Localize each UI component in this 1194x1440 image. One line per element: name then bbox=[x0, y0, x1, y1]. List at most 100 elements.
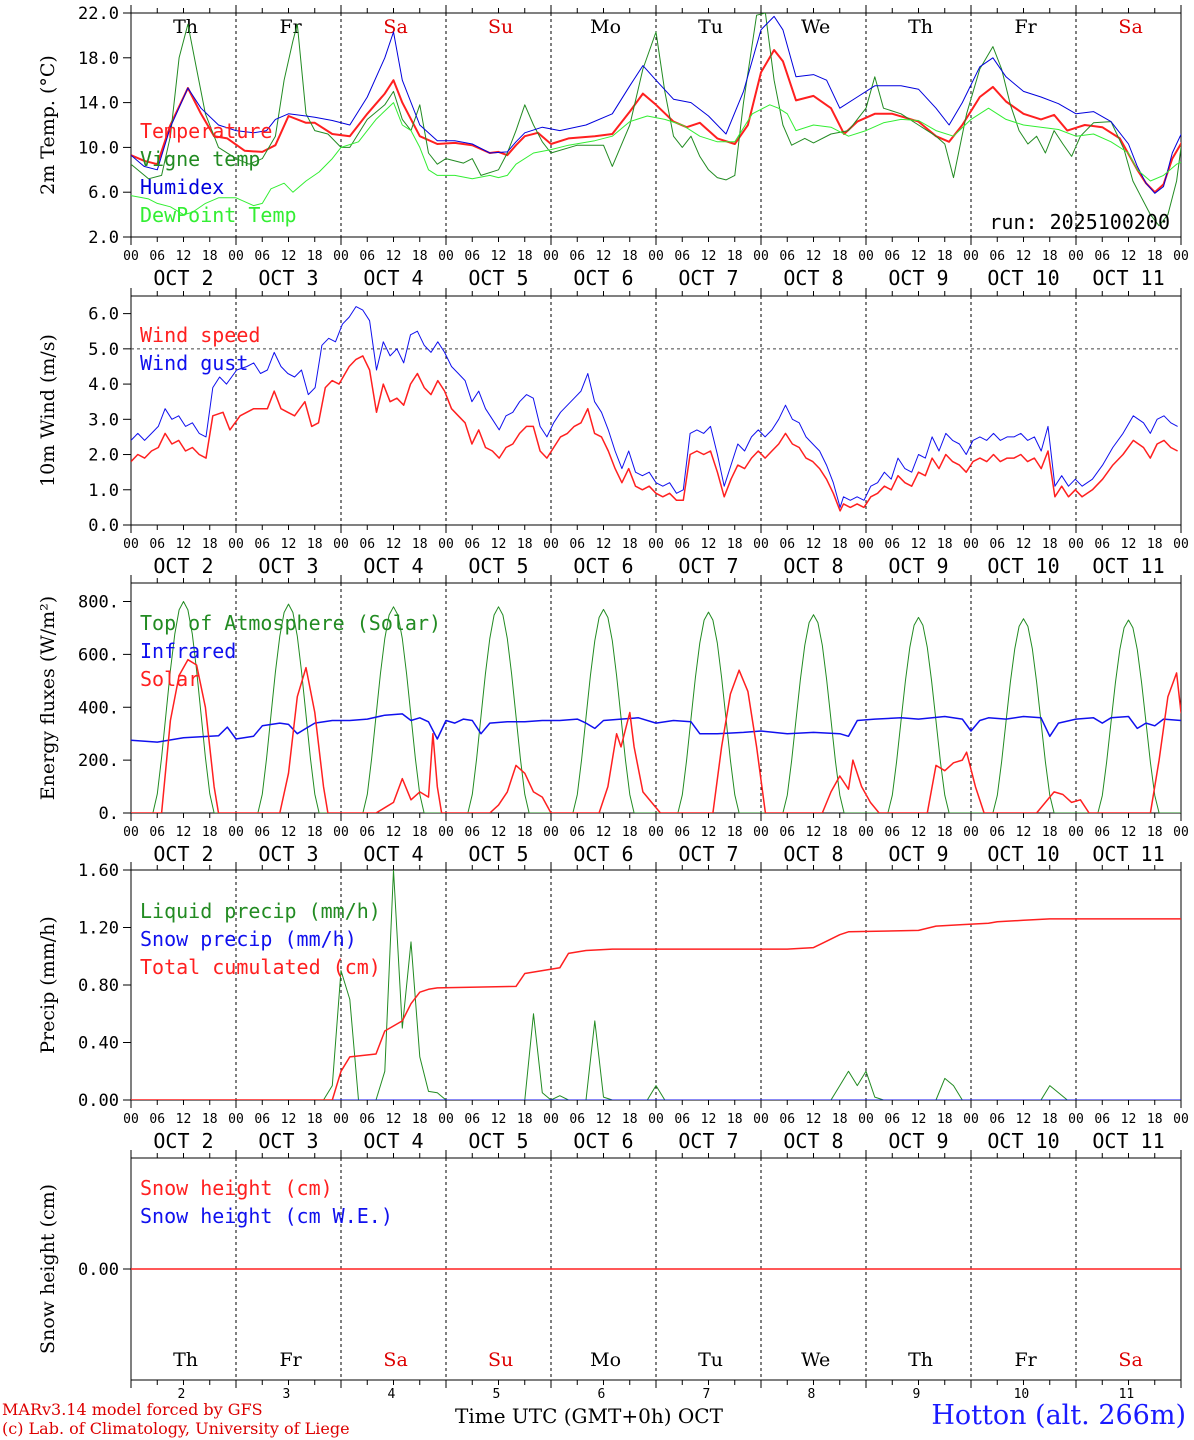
day-label: OCT 9 bbox=[888, 842, 948, 866]
day-label: OCT 2 bbox=[153, 842, 213, 866]
hour-tick-label: 06 bbox=[1094, 825, 1110, 840]
hour-tick-label: 18 bbox=[727, 249, 743, 264]
hour-tick-label: 12 bbox=[1016, 537, 1032, 552]
hour-tick-label: 18 bbox=[202, 1112, 218, 1127]
hour-tick-label: 00 bbox=[753, 825, 769, 840]
day-label: OCT 10 bbox=[987, 554, 1059, 578]
hour-tick-label: 00 bbox=[228, 1112, 244, 1127]
hour-tick-label: 12 bbox=[806, 249, 822, 264]
hour-tick-label: 06 bbox=[149, 249, 165, 264]
hour-tick-label: 18 bbox=[1147, 537, 1163, 552]
hour-tick-label: 06 bbox=[1094, 1112, 1110, 1127]
legend-entry: Total cumulated (cm) bbox=[140, 955, 381, 979]
hour-tick-label: 12 bbox=[491, 1112, 507, 1127]
hour-tick-label: 06 bbox=[254, 537, 270, 552]
hour-tick-label: 00 bbox=[543, 1112, 559, 1127]
hour-tick-label: 00 bbox=[963, 1112, 979, 1127]
hour-tick-label: 00 bbox=[333, 1112, 349, 1127]
hour-tick-label: 00 bbox=[1173, 825, 1189, 840]
series-line-dewpoint-temp bbox=[131, 102, 1181, 216]
hour-tick-label: 18 bbox=[622, 249, 638, 264]
hour-tick-label: 00 bbox=[753, 1112, 769, 1127]
hour-tick-label: 18 bbox=[517, 537, 533, 552]
hour-tick-label: 12 bbox=[176, 249, 192, 264]
series-line-vigne-temp bbox=[131, 13, 1181, 227]
day-label: OCT 7 bbox=[678, 554, 738, 578]
day-label: OCT 4 bbox=[363, 554, 423, 578]
day-label: OCT 6 bbox=[573, 554, 633, 578]
day-label: OCT 3 bbox=[258, 554, 318, 578]
hour-tick-label: 12 bbox=[701, 825, 717, 840]
hour-tick-label: 12 bbox=[1121, 537, 1137, 552]
day-label: OCT 6 bbox=[573, 266, 633, 290]
hour-tick-label: 18 bbox=[307, 1112, 323, 1127]
credit-model: MARv3.14 model forced by GFS bbox=[2, 1400, 263, 1419]
hour-tick-label: 06 bbox=[884, 825, 900, 840]
hour-tick-label: 12 bbox=[491, 249, 507, 264]
day-number-label: 6 bbox=[597, 1387, 605, 1402]
y-tick-label: 14.0 bbox=[78, 94, 119, 114]
series-line-wind-speed bbox=[131, 355, 1178, 512]
y-tick-label: 6.0 bbox=[88, 305, 119, 325]
day-label: OCT 11 bbox=[1092, 1129, 1164, 1153]
hour-tick-label: 00 bbox=[1173, 537, 1189, 552]
hour-tick-label: 12 bbox=[806, 537, 822, 552]
series-group bbox=[131, 306, 1178, 512]
hour-tick-label: 06 bbox=[884, 1112, 900, 1127]
hour-tick-label: 18 bbox=[1042, 825, 1058, 840]
hour-tick-label: 06 bbox=[569, 249, 585, 264]
weekday-label: Tu bbox=[698, 16, 723, 38]
hour-tick-label: 06 bbox=[779, 825, 795, 840]
hour-tick-label: 00 bbox=[228, 249, 244, 264]
series-line-temperature bbox=[131, 49, 1181, 194]
hour-tick-label: 06 bbox=[1094, 537, 1110, 552]
hour-tick-label: 06 bbox=[779, 249, 795, 264]
hour-tick-label: 00 bbox=[543, 825, 559, 840]
day-label: OCT 11 bbox=[1092, 554, 1164, 578]
day-label: OCT 6 bbox=[573, 1129, 633, 1153]
y-tick-label: 0.40 bbox=[78, 1034, 119, 1054]
hour-tick-label: 12 bbox=[491, 825, 507, 840]
series-line-humidex bbox=[131, 15, 1181, 194]
weekday-label: Mo bbox=[590, 16, 621, 38]
legend-entry: DewPoint Temp bbox=[140, 203, 297, 227]
hour-tick-label: 18 bbox=[1042, 249, 1058, 264]
hour-tick-label: 00 bbox=[123, 537, 139, 552]
hour-tick-label: 12 bbox=[596, 825, 612, 840]
hour-tick-label: 12 bbox=[281, 825, 297, 840]
hour-tick-label: 12 bbox=[911, 537, 927, 552]
y-tick-label: 800. bbox=[78, 593, 119, 613]
hour-tick-label: 12 bbox=[1121, 249, 1137, 264]
y-tick-label: 0.00 bbox=[78, 1091, 119, 1111]
station-name: Hotton (alt. 266m) bbox=[931, 1400, 1186, 1431]
hour-tick-label: 18 bbox=[517, 825, 533, 840]
y-tick-label: 2.0 bbox=[88, 446, 119, 466]
hour-tick-label: 00 bbox=[753, 537, 769, 552]
weekday-label: Sa bbox=[383, 1349, 407, 1371]
hour-tick-label: 18 bbox=[937, 1112, 953, 1127]
hour-tick-label: 12 bbox=[1121, 1112, 1137, 1127]
y-axis-title: 10m Wind (m/s) bbox=[37, 334, 59, 487]
legend-entry: Infrared bbox=[140, 639, 236, 663]
panel-energy: 0. 200. 400. 600. 800. Energy fluxes (W/m²) 00… bbox=[37, 575, 1189, 866]
hour-tick-label: 12 bbox=[491, 537, 507, 552]
hour-tick-label: 18 bbox=[727, 825, 743, 840]
legend-entry: Snow height (cm W.E.) bbox=[140, 1204, 393, 1228]
hour-tick-label: 12 bbox=[281, 537, 297, 552]
series-group bbox=[131, 13, 1181, 227]
day-label: OCT 4 bbox=[363, 266, 423, 290]
hour-tick-label: 00 bbox=[1068, 1112, 1084, 1127]
hour-tick-label: 06 bbox=[569, 537, 585, 552]
hour-tick-label: 12 bbox=[911, 825, 927, 840]
hour-tick-label: 06 bbox=[674, 1112, 690, 1127]
day-label: OCT 5 bbox=[468, 266, 528, 290]
day-label: OCT 8 bbox=[783, 266, 843, 290]
x-axis-month: OCT bbox=[677, 1404, 723, 1428]
hour-tick-label: 06 bbox=[254, 1112, 270, 1127]
hour-tick-label: 06 bbox=[674, 249, 690, 264]
weekday-label: Tu bbox=[698, 1349, 723, 1371]
hour-tick-label: 00 bbox=[963, 537, 979, 552]
hour-tick-label: 06 bbox=[359, 249, 375, 264]
hour-tick-label: 12 bbox=[806, 1112, 822, 1127]
